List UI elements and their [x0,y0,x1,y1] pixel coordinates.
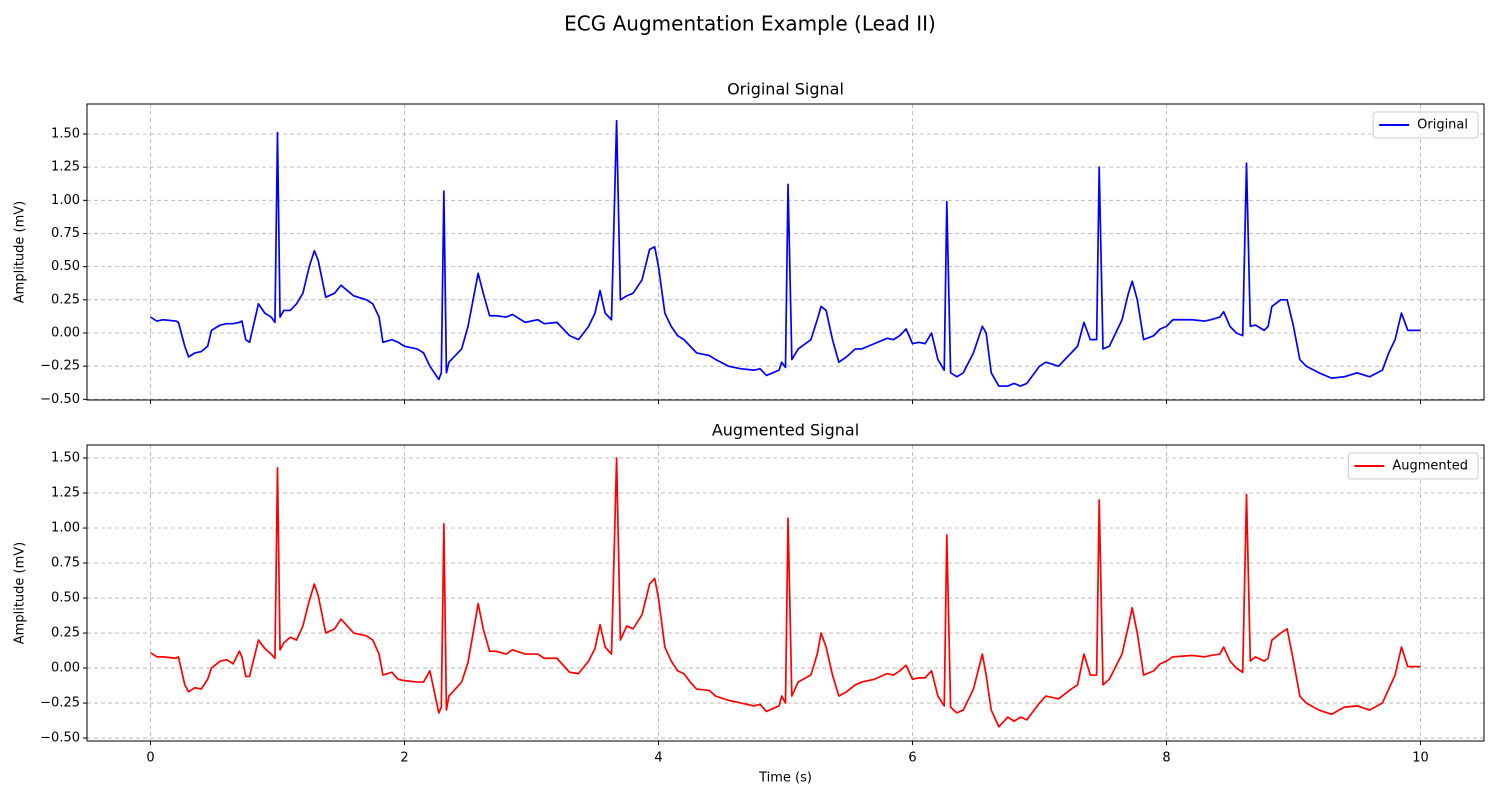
axes-frame [86,444,1485,742]
legend-label: Original [1417,118,1468,133]
y-tick-label: 0.50 [51,259,80,274]
y-tick-label: −0.25 [40,359,80,374]
y-tick-label: 1.25 [51,486,80,501]
y-tick-label: 1.50 [51,451,80,466]
y-tick-label: 0.00 [51,325,80,340]
legend: Original [1372,111,1479,139]
x-tick-label: 0 [146,751,154,766]
y-tick-label: 1.25 [51,160,80,175]
y-tick-label: 1.50 [51,126,80,141]
y-tick-label: 0.75 [51,556,80,571]
y-tick-label: −0.25 [40,696,80,711]
subplot-title: Original Signal [727,80,844,99]
signal-line [150,119,1421,387]
axes-frame [86,103,1485,401]
y-axis-label: Amplitude (mV) [13,201,28,303]
y-axis-label: Amplitude (mV) [13,542,28,644]
x-tick-label: 2 [400,751,408,766]
x-tick-label: 4 [654,751,662,766]
y-tick-label: 0.00 [51,661,80,676]
y-tick-label: 0.50 [51,591,80,606]
y-tick-label: 1.00 [51,193,80,208]
legend: Augmented [1347,452,1479,480]
legend-box [1347,452,1479,480]
x-tick-label: 8 [1162,751,1170,766]
y-tick-label: −0.50 [40,392,80,407]
y-tick-label: 0.25 [51,626,80,641]
legend-box [1372,111,1479,139]
x-axis-label: Time (s) [758,771,812,786]
y-tick-label: 0.75 [51,226,80,241]
figure-title: ECG Augmentation Example (Lead II) [564,12,936,36]
y-tick-label: 1.00 [51,521,80,536]
y-tick-label: 0.25 [51,292,80,307]
x-tick-label: 6 [908,751,916,766]
y-tick-label: −0.50 [40,731,80,746]
signal-line [150,457,1421,728]
legend-label: Augmented [1392,459,1468,474]
x-tick-label: 10 [1412,751,1429,766]
subplot-title: Augmented Signal [712,421,859,440]
